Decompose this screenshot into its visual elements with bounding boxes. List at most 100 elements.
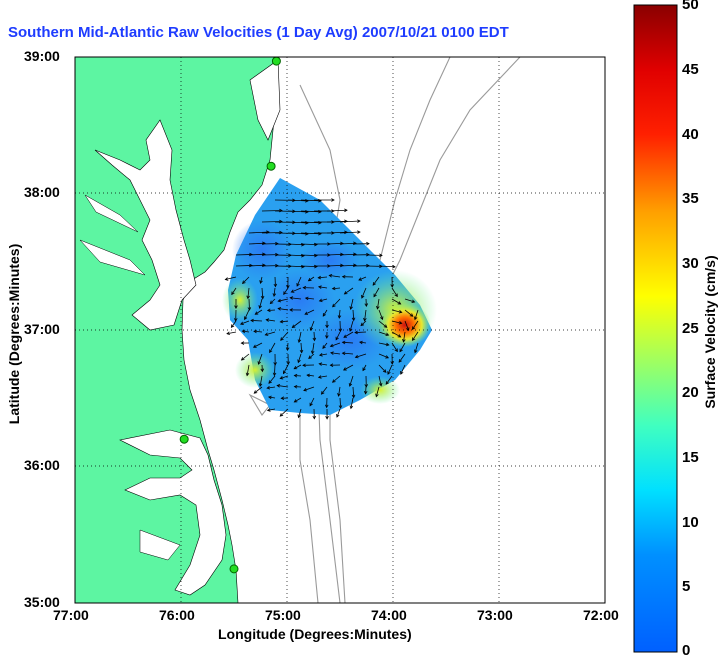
velocity-arrow-head bbox=[293, 366, 298, 370]
station-marker bbox=[179, 434, 189, 444]
velocity-arrow bbox=[322, 342, 328, 349]
velocity-arrow-head bbox=[297, 414, 301, 419]
velocity-arrow-head bbox=[398, 321, 403, 325]
velocity-arrow-head bbox=[343, 334, 348, 338]
velocity-arrow-head bbox=[312, 415, 317, 420]
velocity-arrow bbox=[244, 309, 250, 320]
velocity-arrow-head bbox=[411, 337, 416, 342]
velocity-arrow bbox=[349, 320, 354, 332]
velocity-arrow bbox=[344, 287, 354, 295]
velocity-arrow bbox=[294, 397, 302, 403]
velocity-arrow-head bbox=[329, 363, 334, 367]
velocity-arrow bbox=[318, 375, 328, 378]
velocity-arrow-head bbox=[385, 342, 390, 347]
velocity-arrow-head bbox=[414, 349, 418, 354]
velocity-arrow-head bbox=[329, 343, 334, 348]
velocity-arrow-head bbox=[272, 293, 277, 297]
velocity-arrow bbox=[259, 298, 263, 309]
velocity-arrow-head bbox=[252, 344, 257, 348]
pamlico-sound bbox=[119, 429, 227, 596]
velocity-arrow bbox=[339, 231, 360, 234]
velocity-arrow-head bbox=[260, 368, 265, 373]
velocity-arrow bbox=[225, 276, 237, 280]
velocity-arrow-head bbox=[364, 303, 369, 308]
velocity-arrow-head bbox=[293, 373, 298, 378]
velocity-arrow-head bbox=[312, 337, 317, 342]
velocity-arrow bbox=[319, 298, 328, 302]
station-marker bbox=[266, 161, 276, 171]
velocity-arrow-head bbox=[269, 349, 273, 354]
colorbar-tick: 30 bbox=[682, 255, 699, 272]
velocity-arrow bbox=[267, 408, 276, 411]
velocity-arrow-head bbox=[273, 362, 277, 366]
velocity-arrow bbox=[338, 309, 341, 319]
velocity-arrow bbox=[274, 364, 276, 376]
velocity-arrow-head bbox=[349, 405, 354, 410]
station-marker bbox=[229, 564, 239, 574]
velocity-arrow bbox=[294, 375, 302, 377]
velocity-arrow bbox=[339, 264, 357, 267]
x-axis-label: Longitude (Degrees:Minutes) bbox=[218, 626, 412, 642]
velocity-arrow-head bbox=[344, 219, 348, 224]
velocity-arrow-head bbox=[361, 294, 365, 299]
velocity-arrow-head bbox=[272, 372, 277, 377]
velocity-arrow-head bbox=[289, 308, 293, 312]
velocity-arrow bbox=[231, 287, 237, 295]
velocity-arrow-head bbox=[279, 230, 283, 235]
velocity-arrow bbox=[378, 364, 387, 373]
velocity-arrow bbox=[412, 331, 419, 341]
radar-stations bbox=[179, 57, 281, 574]
velocity-arrow-head bbox=[344, 208, 348, 213]
velocity-arrow bbox=[248, 253, 266, 256]
velocity-arrow bbox=[336, 408, 341, 418]
velocity-arrow bbox=[290, 297, 302, 300]
velocity-arrow bbox=[375, 386, 380, 397]
velocity-arrow bbox=[300, 199, 322, 202]
velocity-arrow-head bbox=[307, 277, 312, 282]
velocity-arrow-head bbox=[280, 337, 284, 341]
velocity-arrow bbox=[391, 320, 402, 324]
velocity-arrow bbox=[250, 320, 263, 322]
velocity-arrow-head bbox=[351, 394, 356, 399]
velocity-arrow-head bbox=[390, 361, 394, 365]
velocity-arrow bbox=[359, 341, 367, 344]
velocity-arrow bbox=[332, 298, 341, 308]
velocity-arrow bbox=[361, 287, 367, 299]
velocity-arrow-head bbox=[290, 289, 295, 293]
colorbar-label: Surface Velocity (cm/s) bbox=[702, 255, 718, 409]
velocity-arrow-head bbox=[246, 295, 250, 300]
velocity-arrow-head bbox=[357, 230, 361, 234]
velocity-arrow-head bbox=[247, 307, 252, 311]
velocity-arrow bbox=[339, 242, 357, 245]
velocity-arrow-head bbox=[249, 263, 253, 268]
velocity-arrow-head bbox=[379, 253, 383, 258]
velocity-arrow bbox=[343, 331, 354, 338]
velocity-arrow-head bbox=[260, 295, 265, 300]
velocity-arrow-head bbox=[279, 319, 284, 324]
velocity-arrow-head bbox=[267, 395, 272, 400]
velocity-arrow bbox=[326, 209, 348, 212]
velocity-arrow-head bbox=[341, 340, 346, 345]
velocity-arrow bbox=[259, 375, 263, 387]
velocity-arrow-head bbox=[297, 359, 301, 364]
velocity-arrow bbox=[277, 385, 289, 388]
velocity-arrow-head bbox=[275, 263, 279, 268]
velocity-arrow-head bbox=[364, 384, 369, 388]
velocity-arrow bbox=[283, 364, 289, 374]
chart-title: Southern Mid-Atlantic Raw Velocities (1 … bbox=[8, 24, 509, 41]
velocity-arrow-head bbox=[383, 324, 388, 328]
velocity-arrow-head bbox=[349, 306, 353, 310]
velocity-arrow bbox=[247, 287, 250, 299]
velocity-arrow-head bbox=[337, 393, 341, 397]
velocity-arrow-head bbox=[266, 386, 271, 390]
velocity-arrow-head bbox=[265, 318, 270, 322]
velocity-arrow-head bbox=[254, 311, 259, 315]
y-axis-label: Latitude (Degrees:Minutes) bbox=[6, 243, 22, 425]
velocity-arrow bbox=[311, 342, 315, 354]
velocity-arrow bbox=[240, 320, 250, 325]
velocity-arrow-head bbox=[302, 285, 307, 290]
velocity-arrow bbox=[391, 331, 401, 338]
velocity-arrow bbox=[279, 408, 289, 417]
velocity-arrow bbox=[339, 220, 360, 223]
velocity-arrow bbox=[287, 221, 308, 224]
